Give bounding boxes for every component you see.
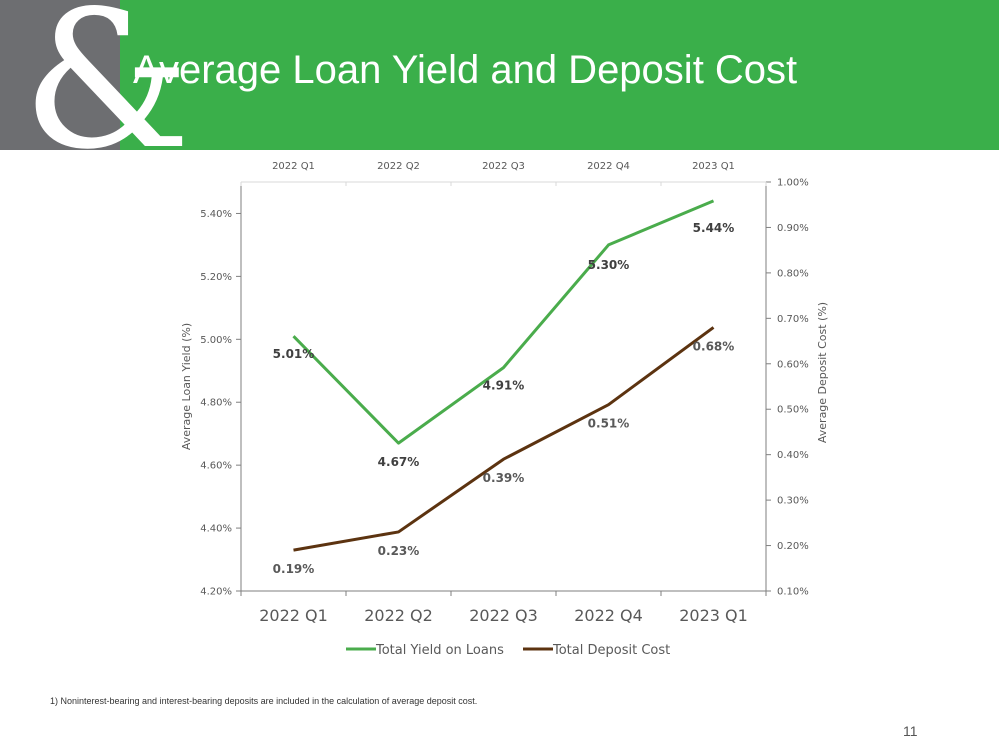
x-axis-category-label: 2022 Q2 — [364, 606, 433, 625]
loan-yield-deposit-cost-chart: 4.20% 4.40% 4.60% 4.80% 5.00% 5.20% 5.40% 0.10%… — [180, 161, 829, 658]
data-label-loan-yield: 4.91% — [483, 379, 525, 393]
right-axis-tick-label: 0.30% — [777, 496, 809, 507]
data-label-deposit-cost: 0.19% — [273, 562, 315, 576]
x-axis-category-label: 2022 Q4 — [574, 606, 643, 625]
slide-title: Average Loan Yield and Deposit Cost — [133, 48, 798, 92]
right-axis-tick-label: 0.60% — [777, 359, 809, 370]
top-axis-category-label: 2023 Q1 — [692, 161, 735, 172]
x-axis-category-label: 2023 Q1 — [679, 606, 748, 625]
footnote: 1) Noninterest-bearing and interest-bear… — [50, 696, 478, 706]
left-axis-tick-label: 5.40% — [200, 209, 232, 220]
legend-label-deposit-cost: Total Deposit Cost — [552, 643, 670, 658]
left-axis-tick-label: 5.20% — [200, 272, 232, 283]
left-axis-tick-label: 4.80% — [200, 398, 232, 409]
ampersand-logo-icon: & — [22, 0, 191, 150]
data-label-deposit-cost: 0.23% — [378, 544, 420, 558]
data-label-deposit-cost: 0.39% — [483, 471, 525, 485]
right-axis-tick-label: 0.20% — [777, 541, 809, 552]
top-axis-category-label: 2022 Q2 — [377, 161, 420, 172]
slide-header: & Average Loan Yield and Deposit Cost — [0, 0, 999, 150]
page-number: 11 — [903, 723, 918, 739]
data-label-loan-yield: 5.01% — [273, 347, 315, 361]
right-axis-tick-label: 0.10% — [777, 587, 809, 598]
top-axis-category-label: 2022 Q1 — [272, 161, 315, 172]
logo-gray-panel — [0, 0, 120, 150]
right-axis-tick-label: 0.70% — [777, 314, 809, 325]
series-line-deposit-cost — [293, 326, 715, 552]
left-axis-tick-label: 4.40% — [200, 524, 232, 535]
data-label-loan-yield: 4.67% — [378, 455, 420, 469]
legend-label-loan-yield: Total Yield on Loans — [375, 643, 504, 658]
left-axis-tick-label: 4.60% — [200, 461, 232, 472]
right-axis-tick-label: 0.40% — [777, 450, 809, 461]
left-axis-tick-label: 4.20% — [200, 587, 232, 598]
header-green-band — [120, 0, 999, 150]
data-label-deposit-cost: 0.68% — [693, 339, 735, 353]
x-axis-category-label: 2022 Q1 — [259, 606, 328, 625]
top-axis-category-label: 2022 Q4 — [587, 161, 630, 172]
right-axis-tick-label: 0.90% — [777, 223, 809, 234]
data-label-deposit-cost: 0.51% — [588, 417, 630, 431]
series-line-loan-yield — [292, 199, 715, 445]
right-axis-tick-label: 0.80% — [777, 268, 809, 279]
x-axis-category-label: 2022 Q3 — [469, 606, 538, 625]
left-axis-title: Average Loan Yield (%) — [180, 323, 193, 450]
right-axis-title: Average Deposit Cost (%) — [816, 302, 829, 443]
right-axis-tick-label: 0.50% — [777, 405, 809, 416]
header-graphic: & — [0, 0, 999, 150]
top-axis-category-label: 2022 Q3 — [482, 161, 525, 172]
right-axis-tick-label: 1.00% — [777, 178, 809, 189]
data-label-loan-yield: 5.44% — [693, 221, 735, 235]
data-label-loan-yield: 5.30% — [588, 258, 630, 272]
left-axis-tick-label: 5.00% — [200, 335, 232, 346]
